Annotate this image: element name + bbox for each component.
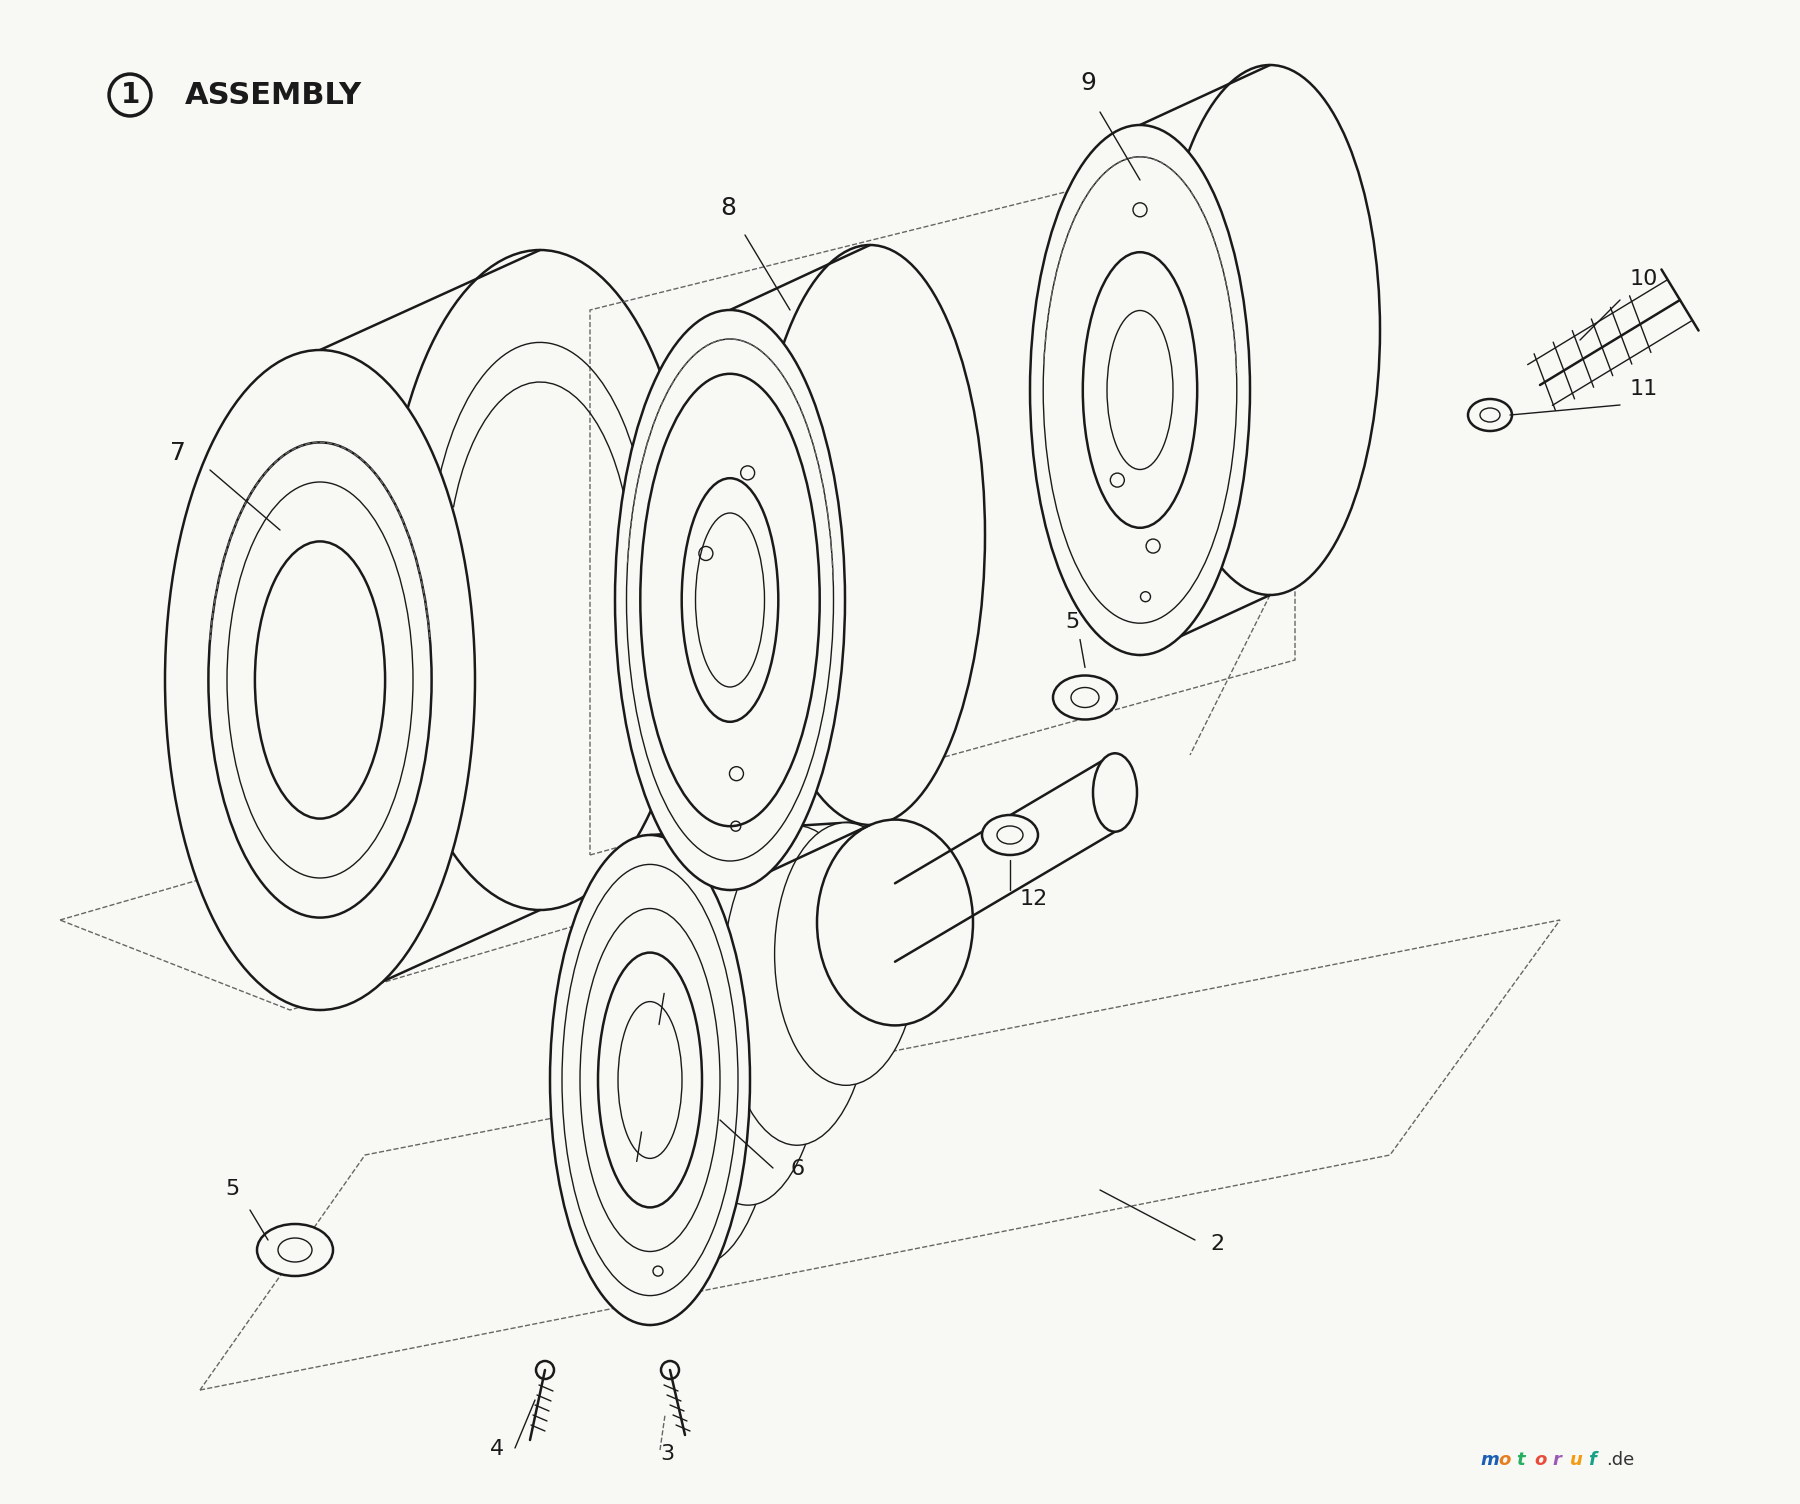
Text: o: o	[1534, 1451, 1546, 1469]
Ellipse shape	[817, 820, 974, 1026]
Ellipse shape	[1030, 125, 1249, 656]
Ellipse shape	[1469, 399, 1512, 432]
Ellipse shape	[1084, 253, 1197, 528]
Text: ASSEMBLY: ASSEMBLY	[185, 81, 362, 110]
Text: 11: 11	[1631, 379, 1658, 399]
Text: 10: 10	[1631, 269, 1658, 289]
Ellipse shape	[227, 481, 412, 878]
Text: f: f	[1588, 1451, 1597, 1469]
Text: m: m	[1480, 1451, 1499, 1469]
Ellipse shape	[722, 826, 871, 1145]
Ellipse shape	[385, 250, 695, 910]
Ellipse shape	[682, 478, 778, 722]
Ellipse shape	[209, 442, 432, 917]
Text: 7: 7	[169, 441, 185, 465]
Ellipse shape	[661, 1361, 679, 1379]
Text: 2: 2	[1210, 1233, 1224, 1254]
Ellipse shape	[166, 350, 475, 1011]
Text: 1: 1	[121, 81, 140, 108]
Ellipse shape	[565, 835, 734, 1325]
Text: 8: 8	[720, 196, 736, 220]
Ellipse shape	[774, 823, 918, 1086]
Text: 6: 6	[790, 1160, 805, 1179]
Text: 12: 12	[1021, 889, 1048, 908]
Text: 5: 5	[1066, 612, 1080, 632]
Ellipse shape	[598, 952, 702, 1208]
Text: 3: 3	[661, 1444, 675, 1463]
Text: t: t	[1516, 1451, 1525, 1469]
Ellipse shape	[616, 310, 844, 890]
Text: 4: 4	[490, 1439, 504, 1459]
Ellipse shape	[536, 1361, 554, 1379]
Ellipse shape	[551, 835, 751, 1325]
Text: u: u	[1570, 1451, 1582, 1469]
Ellipse shape	[257, 1224, 333, 1275]
Ellipse shape	[1093, 754, 1138, 832]
Ellipse shape	[983, 815, 1039, 854]
Text: o: o	[1498, 1451, 1510, 1469]
Ellipse shape	[754, 245, 985, 826]
Text: 9: 9	[1080, 71, 1096, 95]
Ellipse shape	[1053, 675, 1118, 719]
Text: .de: .de	[1606, 1451, 1634, 1469]
Ellipse shape	[256, 541, 385, 818]
Text: r: r	[1552, 1451, 1561, 1469]
Ellipse shape	[826, 820, 963, 1026]
Ellipse shape	[617, 832, 781, 1265]
Text: 5: 5	[225, 1179, 239, 1199]
Ellipse shape	[670, 829, 826, 1205]
Ellipse shape	[1159, 65, 1381, 596]
